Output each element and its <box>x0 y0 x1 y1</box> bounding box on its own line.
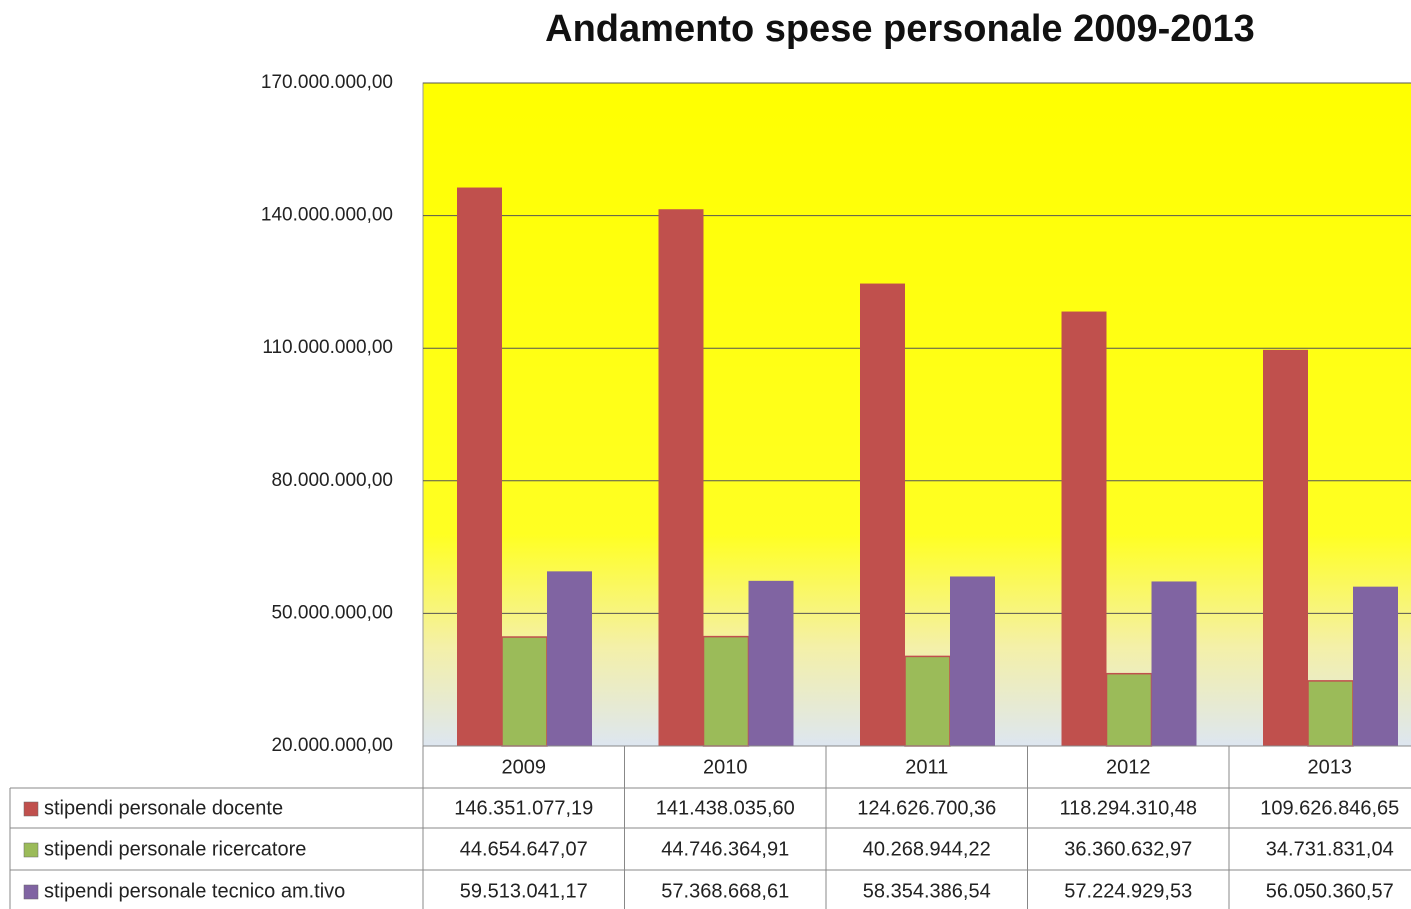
table-value: 59.513.041,17 <box>460 880 588 902</box>
legend-swatch <box>23 801 39 817</box>
bar <box>547 571 592 746</box>
bar <box>1353 586 1398 746</box>
bar <box>1061 311 1107 746</box>
y-tick-label: 110.000.000,00 <box>262 337 393 358</box>
table-value: 141.438.035,60 <box>656 797 795 819</box>
x-tick-label: 2009 <box>502 756 547 778</box>
bar <box>501 636 548 747</box>
legend-swatch <box>23 842 39 858</box>
y-tick-label: 50.000.000,00 <box>271 602 393 623</box>
chart-title: Andamento spese personale 2009-2013 <box>545 8 1255 50</box>
x-tick-label: 2011 <box>905 756 948 778</box>
bar <box>1151 581 1197 746</box>
y-tick-label: 20.000.000,00 <box>271 735 393 756</box>
table-value: 57.224.929,53 <box>1064 880 1192 902</box>
bar <box>904 655 951 747</box>
bar <box>1105 672 1153 747</box>
legend-label: stipendi personale ricercatore <box>44 838 306 860</box>
table-value: 146.351.077,19 <box>454 797 593 819</box>
bar <box>860 283 905 746</box>
y-tick-label: 140.000.000,00 <box>261 205 393 226</box>
table-value: 56.050.360,57 <box>1266 880 1394 902</box>
bar <box>702 635 750 747</box>
legend-label: stipendi personale tecnico am.tivo <box>44 880 345 902</box>
table-value: 40.268.944,22 <box>863 838 991 860</box>
table-value: 124.626.700,36 <box>857 797 996 819</box>
table-value: 58.354.386,54 <box>863 880 991 902</box>
table-value: 118.294.310,48 <box>1059 797 1197 819</box>
bar <box>658 209 704 746</box>
table-value: 44.746.364,91 <box>661 838 789 860</box>
x-tick-label: 2013 <box>1308 756 1353 778</box>
y-tick-label: 80.000.000,00 <box>271 470 393 491</box>
table-value: 57.368.668,61 <box>661 880 789 902</box>
table-value: 34.731.831,04 <box>1266 838 1394 860</box>
x-tick-label: 2012 <box>1106 756 1151 778</box>
bar <box>748 580 794 746</box>
bar <box>1263 349 1308 746</box>
table-value: 36.360.632,97 <box>1064 838 1192 860</box>
x-tick-label: 2010 <box>703 756 748 778</box>
y-tick-label: 170.000.000,00 <box>261 72 393 93</box>
table-value: 44.654.647,07 <box>460 838 588 860</box>
legend-label: stipendi personale docente <box>44 797 283 819</box>
legend-swatch <box>23 884 39 900</box>
bar <box>950 576 995 746</box>
bar <box>457 187 502 746</box>
table-value: 109.626.846,65 <box>1260 797 1399 819</box>
bar <box>1307 680 1354 747</box>
